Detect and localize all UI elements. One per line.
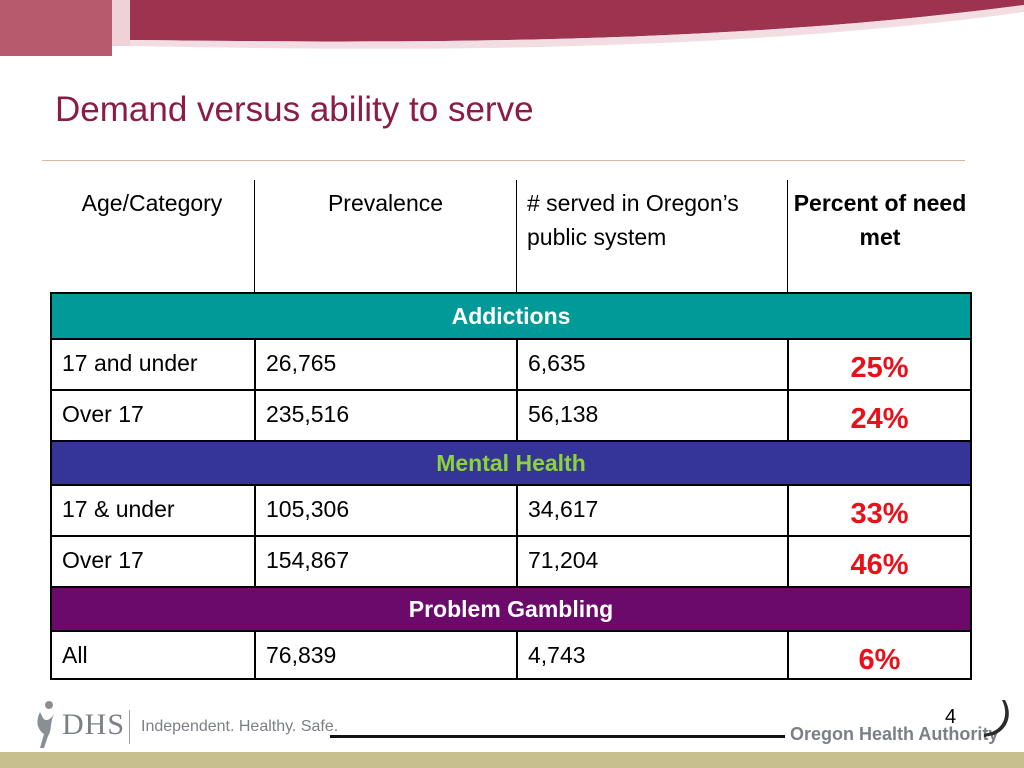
header-divider	[787, 180, 788, 292]
table-row: Over 17 154,867 71,204 46%	[52, 535, 970, 586]
section-addictions: Addictions	[52, 294, 970, 338]
cell-served: 71,204	[516, 537, 787, 586]
cell-category: All	[62, 642, 88, 668]
banner-graphic	[0, 0, 1024, 62]
header-divider	[516, 180, 517, 292]
cell-prevalence: 235,516	[254, 391, 516, 440]
cell-prevalence: 26,765	[254, 340, 516, 389]
cell-percent: 25%	[787, 340, 970, 389]
cell-prevalence: 105,306	[254, 486, 516, 535]
footer-divider	[129, 710, 130, 744]
header-percent: Percent of need met	[793, 190, 967, 250]
page-number: 4	[945, 706, 957, 728]
cell-percent: 24%	[787, 391, 970, 440]
cell-percent: 6%	[787, 632, 970, 678]
cell-percent: 46%	[787, 537, 970, 586]
table-row: 17 and under 26,765 6,635 25%	[52, 338, 970, 389]
cell-served: 6,635	[516, 340, 787, 389]
cell-served: 4,743	[516, 632, 787, 678]
section-label: Mental Health	[436, 450, 586, 476]
cell-served: 34,617	[516, 486, 787, 535]
footer-band	[0, 752, 1024, 768]
oha-swoosh-icon	[984, 700, 1009, 737]
cell-percent: 33%	[787, 486, 970, 535]
header-divider	[254, 180, 255, 292]
header-served: # served in Oregon’s public system	[527, 190, 739, 250]
header-age-category: Age/Category	[81, 190, 223, 216]
header-banner	[0, 0, 1024, 62]
footer-rule	[330, 735, 785, 738]
cell-category: 17 and under	[62, 350, 198, 376]
cell-category: 17 & under	[62, 496, 175, 522]
section-label: Problem Gambling	[408, 596, 614, 622]
section-problem-gambling: Problem Gambling	[52, 586, 970, 630]
table-row: 17 & under 105,306 34,617 33%	[52, 484, 970, 535]
cell-category: Over 17	[62, 547, 144, 573]
table-row: Over 17 235,516 56,138 24%	[52, 389, 970, 440]
section-mental-health: Mental Health	[52, 440, 970, 484]
cell-served: 56,138	[516, 391, 787, 440]
header-prevalence: Prevalence	[327, 190, 444, 216]
slide-title: Demand versus ability to serve	[55, 90, 534, 129]
dhs-logo-text: DHS	[62, 708, 126, 741]
table-header: Age/Category Prevalence # served in Oreg…	[0, 180, 1024, 292]
cell-category: Over 17	[62, 401, 144, 427]
title-divider	[42, 160, 965, 161]
data-table: Addictions 17 and under 26,765 6,635 25%…	[50, 292, 972, 680]
cell-prevalence: 76,839	[254, 632, 516, 678]
dhs-tagline: Independent. Healthy. Safe.	[141, 718, 339, 735]
dhs-figure-icon	[37, 701, 54, 748]
oha-logo-text: Oregon Health Authority	[790, 724, 999, 744]
section-label: Addictions	[451, 303, 571, 329]
cell-prevalence: 154,867	[254, 537, 516, 586]
table-row: All 76,839 4,743 6%	[52, 630, 970, 678]
